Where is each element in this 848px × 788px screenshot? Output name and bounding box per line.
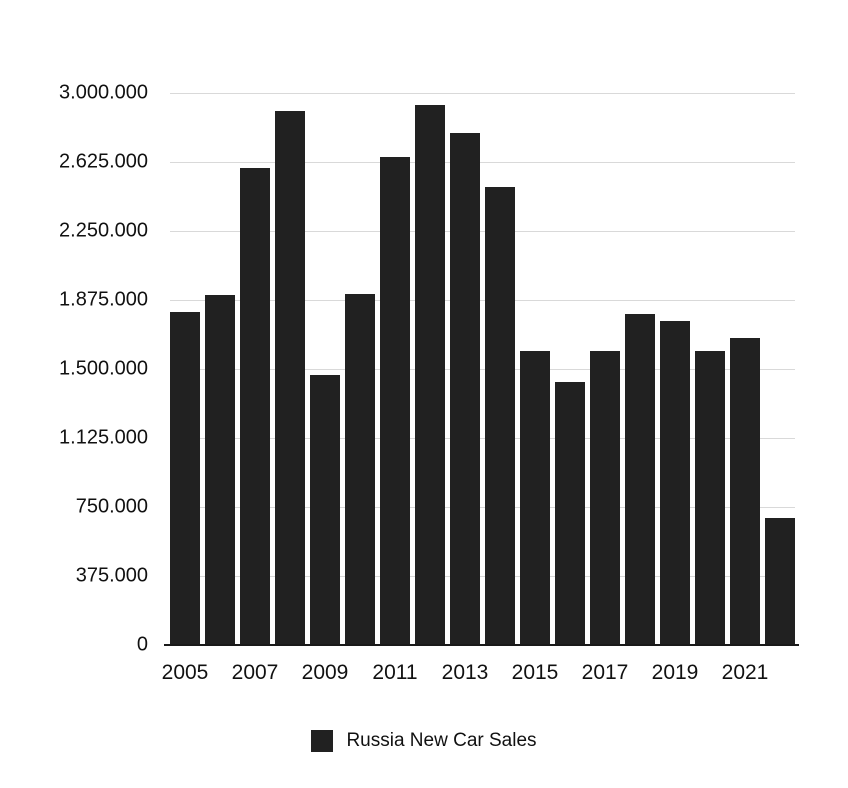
x-slot: 2021: [722, 661, 769, 685]
bar-2018: [625, 313, 655, 645]
x-slot: 2011: [372, 661, 417, 685]
gridline: [170, 369, 795, 370]
x-slot: [205, 661, 235, 685]
bar-2022: [765, 518, 795, 645]
x-slot: [625, 661, 655, 685]
y-tick-label: 3.000.000: [59, 81, 148, 104]
y-tick-label: 1.125.000: [59, 426, 148, 449]
y-tick-label: 0: [136, 633, 148, 656]
legend: Russia New Car Sales: [0, 730, 848, 752]
bar-2007: [240, 168, 270, 645]
bar-2009: [310, 374, 340, 645]
y-tick-label: 2.625.000: [59, 150, 148, 173]
legend-label: Russia New Car Sales: [346, 730, 537, 751]
x-tick-label: 2011: [372, 661, 418, 684]
bar-2013: [450, 133, 480, 645]
x-slot: 2005: [162, 661, 209, 685]
x-tick-label: 2017: [581, 661, 629, 684]
x-tick-label: 2021: [721, 661, 769, 684]
x-slot: [275, 661, 305, 685]
x-slot: 2009: [302, 661, 349, 685]
x-tick-label: 2019: [651, 661, 699, 684]
gridline: [170, 231, 795, 232]
x-slot: 2019: [652, 661, 699, 685]
x-slot: [695, 661, 725, 685]
gridline: [170, 162, 795, 163]
gridline: [170, 93, 795, 94]
gridlines: [170, 93, 795, 645]
x-axis: 2005 2007 2009 2011 2013 2015 2017 2019 2021: [162, 661, 795, 685]
chart-body: 3.000.000 2.625.000 2.250.000 1.875.000 1.50…: [30, 82, 799, 656]
x-slot: [485, 661, 515, 685]
y-tick-label: 375.000: [75, 564, 148, 587]
x-tick-label: 2007: [231, 661, 279, 684]
bar-2005: [170, 311, 200, 645]
x-tick-label: 2015: [511, 661, 559, 684]
gridline: [170, 300, 795, 301]
gridline: [170, 438, 795, 439]
bar-2010: [345, 293, 375, 645]
bar-2015: [520, 350, 550, 645]
y-tick-label: 1.875.000: [59, 288, 148, 311]
bar-2008: [275, 111, 305, 645]
bar-2014: [485, 186, 515, 645]
bars: [170, 93, 795, 645]
bar-2020: [695, 350, 725, 645]
x-slot: 2007: [232, 661, 279, 685]
plot-area: [164, 93, 799, 646]
x-tick-label: 2005: [161, 661, 209, 684]
x-slot: [555, 661, 585, 685]
x-slot: 2013: [442, 661, 489, 685]
y-tick-label: 1.500.000: [59, 357, 148, 380]
x-slot: [765, 661, 795, 685]
y-tick-label: 2.250.000: [59, 219, 148, 242]
x-tick-label: 2013: [441, 661, 489, 684]
bar-2019: [660, 321, 690, 645]
x-tick-label: 2009: [301, 661, 349, 684]
x-axis-line: [164, 644, 799, 646]
x-slot: 2015: [512, 661, 559, 685]
bar-2012: [415, 104, 445, 645]
bar-2006: [205, 295, 235, 645]
bar-2011: [380, 157, 410, 645]
x-slot: [345, 661, 375, 685]
y-axis: 3.000.000 2.625.000 2.250.000 1.875.000 1.50…: [30, 82, 148, 656]
x-slot: 2017: [582, 661, 629, 685]
bar-2017: [590, 350, 620, 645]
x-slot: [415, 661, 445, 685]
legend-swatch: [311, 730, 334, 752]
y-tick-label: 750.000: [75, 495, 148, 518]
gridline: [170, 576, 795, 577]
gridline: [170, 507, 795, 508]
bar-2021: [730, 337, 760, 645]
bar-2016: [555, 381, 585, 645]
